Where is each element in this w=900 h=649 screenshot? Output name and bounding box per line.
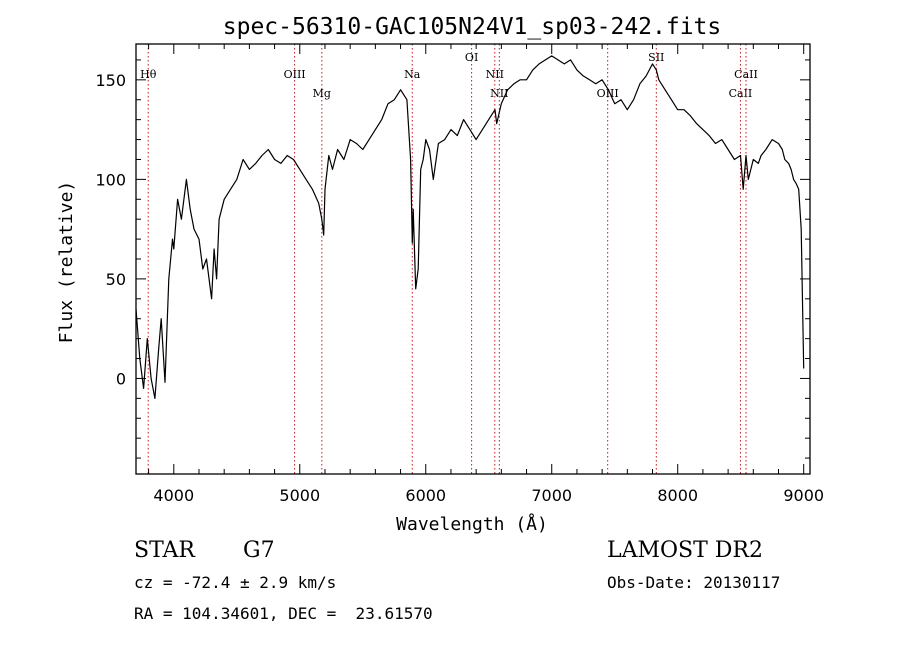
marker-label: Mg [313, 87, 331, 100]
spectrum-line [135, 55, 805, 399]
marker-label: NII [486, 68, 504, 81]
x-tick-label: 9000 [783, 486, 824, 505]
spectrum-chart: spec-56310-GAC105N24V1_sp03-242.fits Hθ O… [56, 14, 824, 535]
x-axis-label: Wavelength (Å) [396, 513, 548, 535]
y-tick-label: 150 [95, 71, 126, 90]
x-tick-label: 8000 [657, 486, 698, 505]
marker-label: CaII [734, 68, 758, 81]
marker-label: OIII [597, 87, 619, 100]
y-axis: 0 50 100 150 [95, 59, 810, 459]
y-axis-label: Flux (relative) [56, 181, 77, 344]
marker-label: OIII [284, 68, 306, 81]
marker-label: Hθ [140, 68, 157, 81]
x-tick-label: 7000 [531, 486, 572, 505]
x-axis: 4000 5000 6000 7000 8000 9000 [148, 44, 824, 505]
marker-label: SII [648, 51, 664, 64]
marker-label: Na [404, 68, 421, 81]
plot-frame [135, 43, 811, 475]
redshift-cz: cz = -72.4 ± 2.9 km/s [134, 573, 337, 592]
x-tick-label: 4000 [153, 486, 194, 505]
spectrum-series [135, 55, 805, 399]
x-tick-label: 6000 [405, 486, 446, 505]
survey-name: LAMOST DR2 [607, 538, 763, 563]
y-tick-label: 0 [116, 369, 126, 388]
chart-title: spec-56310-GAC105N24V1_sp03-242.fits [223, 14, 722, 40]
object-class: STAR [134, 538, 195, 563]
observation-date: Obs-Date: 20130117 [607, 573, 781, 592]
marker-label: CaII [729, 87, 753, 100]
object-subclass: G7 [243, 538, 275, 563]
marker-label: OI [465, 51, 478, 64]
coordinates: RA = 104.34601, DEC = 23.61570 [134, 604, 433, 623]
x-tick-label: 5000 [279, 486, 320, 505]
y-tick-label: 50 [106, 270, 126, 289]
y-tick-label: 100 [95, 170, 126, 189]
